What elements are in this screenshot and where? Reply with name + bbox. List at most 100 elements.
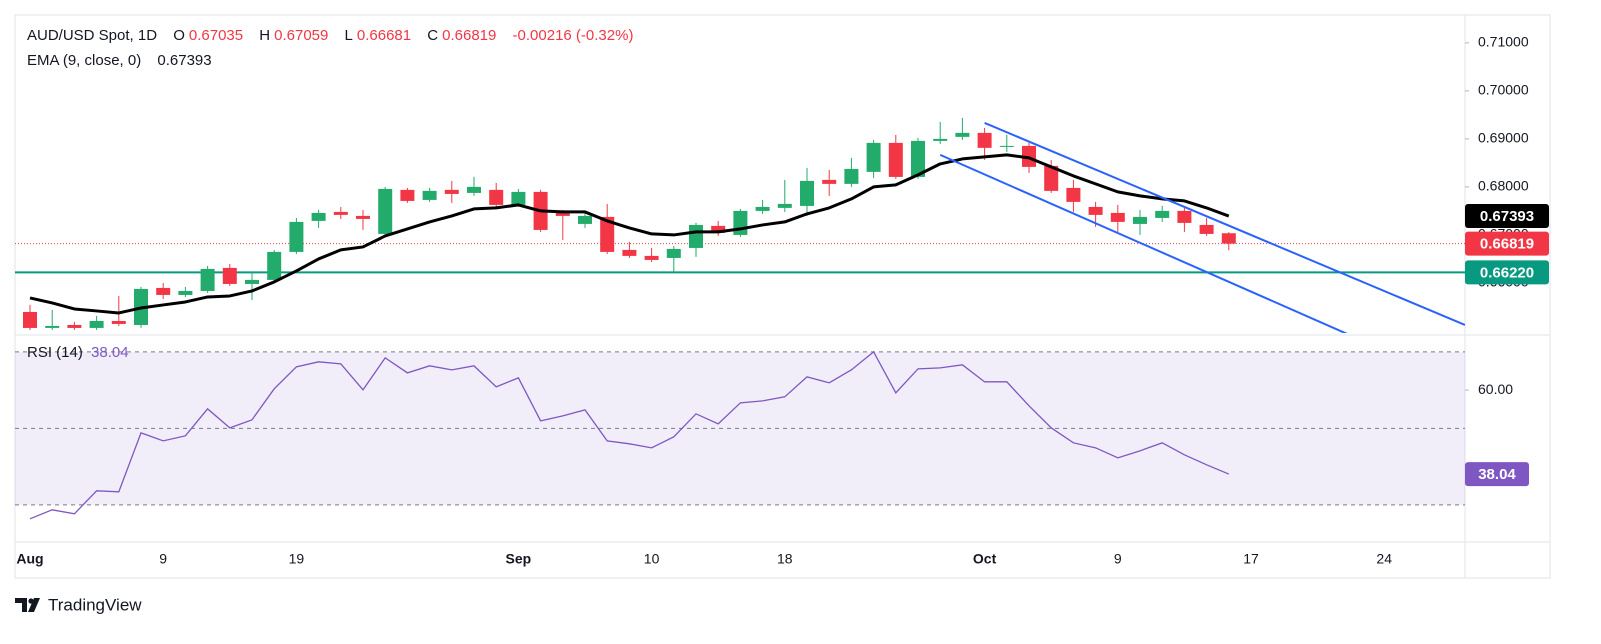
ohlc-key: L	[344, 27, 353, 44]
candle-body	[1110, 212, 1125, 222]
candle-body	[822, 179, 837, 184]
candle-body	[1088, 206, 1103, 215]
candle-body	[866, 142, 881, 172]
x-tick-label: Aug	[16, 551, 43, 567]
candle-body	[311, 212, 326, 221]
trendline	[984, 121, 1465, 326]
candle-body	[333, 211, 348, 215]
candle-body	[733, 210, 748, 235]
rsi-pane	[15, 350, 1465, 520]
brand: TradingView	[48, 595, 142, 614]
candle-body	[1221, 233, 1236, 244]
candle-body	[755, 206, 770, 211]
y-tick-label: 0.68000	[1478, 178, 1529, 194]
x-tick-label: 9	[159, 551, 167, 567]
candle-body	[222, 267, 237, 284]
candle-body	[156, 287, 171, 295]
candle-body	[555, 212, 570, 216]
candle-body	[23, 311, 37, 328]
ohlc-key: C	[427, 27, 439, 44]
y-tick-label: 0.71000	[1478, 34, 1529, 50]
candle-body	[711, 225, 726, 233]
candle-body	[267, 251, 282, 280]
candle-body	[955, 132, 970, 137]
rsi-line	[29, 350, 1230, 520]
candle-body	[578, 215, 592, 224]
candle-body	[178, 290, 193, 295]
candle-body	[644, 255, 659, 260]
candle-body	[422, 190, 437, 200]
ohlc-key: O	[173, 27, 185, 44]
rsi-name: RSI (14)	[27, 344, 83, 361]
candle-body	[289, 221, 304, 252]
ohlc-value: 0.67059	[274, 27, 329, 44]
ohlc-value: 0.66681	[356, 27, 412, 44]
price-pane	[15, 117, 1465, 333]
last-price-label: 0.66819	[1480, 236, 1534, 253]
y-tick-label: 0.69000	[1478, 130, 1529, 146]
ohlc-key: H	[259, 27, 271, 44]
x-tick-label: 17	[1243, 551, 1259, 567]
candle-body	[1199, 224, 1214, 234]
candle-body	[444, 189, 459, 194]
candle-body	[1155, 210, 1170, 218]
candle-body	[67, 324, 82, 328]
candle-body	[1177, 210, 1192, 223]
y-tick-label: 60.00	[1478, 381, 1513, 397]
candle-body	[489, 189, 504, 205]
candle-body	[1066, 187, 1081, 202]
support-label: 0.66220	[1480, 264, 1534, 281]
candle-body	[689, 224, 703, 248]
candle-body	[111, 320, 126, 324]
candle-body	[378, 188, 393, 234]
ema-label-box	[1465, 204, 1549, 229]
candle-body	[800, 180, 814, 206]
candle-body	[400, 189, 415, 201]
support-label-box	[1465, 260, 1549, 285]
ohlc-value: 0.66819	[442, 27, 497, 44]
candle-body	[777, 203, 792, 208]
ema-line	[29, 153, 1230, 315]
candle-body	[600, 216, 615, 252]
candle-body	[933, 138, 948, 141]
candle-body	[45, 325, 60, 328]
candle-body	[511, 191, 526, 205]
trendline	[939, 153, 1348, 333]
axes: 0.660000.670000.680000.690000.700000.710…	[16, 34, 1549, 567]
candle-body	[844, 168, 859, 184]
x-tick-label: 19	[289, 551, 305, 567]
candle-body	[888, 142, 903, 177]
last-price-label-box	[1465, 231, 1549, 256]
change: -0.00216 (-0.32%)	[512, 27, 634, 44]
price-legend: AUD/USD Spot, 1D O 0.67035 H 0.67059 L 0.66…	[27, 27, 637, 44]
candle-body	[356, 215, 370, 219]
x-tick-label: 9	[1114, 551, 1122, 567]
candle-body	[911, 140, 925, 177]
candle-body	[1044, 165, 1059, 191]
ohlc-value: 0.67035	[188, 27, 244, 44]
rsi-value: 38.04	[91, 344, 129, 361]
x-tick-label: 18	[777, 551, 793, 567]
candle-body	[245, 279, 259, 284]
x-tick-label: Sep	[506, 551, 532, 567]
rsi-label-box	[1465, 462, 1529, 487]
candle-body	[977, 132, 992, 148]
ema-label: 0.67393	[1480, 208, 1534, 225]
ema-legend: EMA (9, close, 0) 0.67393	[27, 52, 216, 69]
symbol: AUD/USD Spot, 1D	[27, 27, 158, 44]
candle-body	[467, 186, 481, 193]
x-tick-label: 10	[644, 551, 660, 567]
ema-name: EMA (9, close, 0)	[27, 52, 142, 69]
x-tick-label: Oct	[973, 551, 997, 567]
y-tick-label: 0.70000	[1478, 82, 1529, 98]
candle-body	[89, 320, 104, 328]
candle-body	[622, 249, 637, 256]
frame	[14, 14, 1551, 579]
candle-body	[200, 268, 215, 291]
candle-body	[1133, 216, 1147, 224]
candle-body	[999, 145, 1014, 147]
x-tick-label: 24	[1376, 551, 1392, 567]
rsi-label: 38.04	[1478, 466, 1516, 483]
